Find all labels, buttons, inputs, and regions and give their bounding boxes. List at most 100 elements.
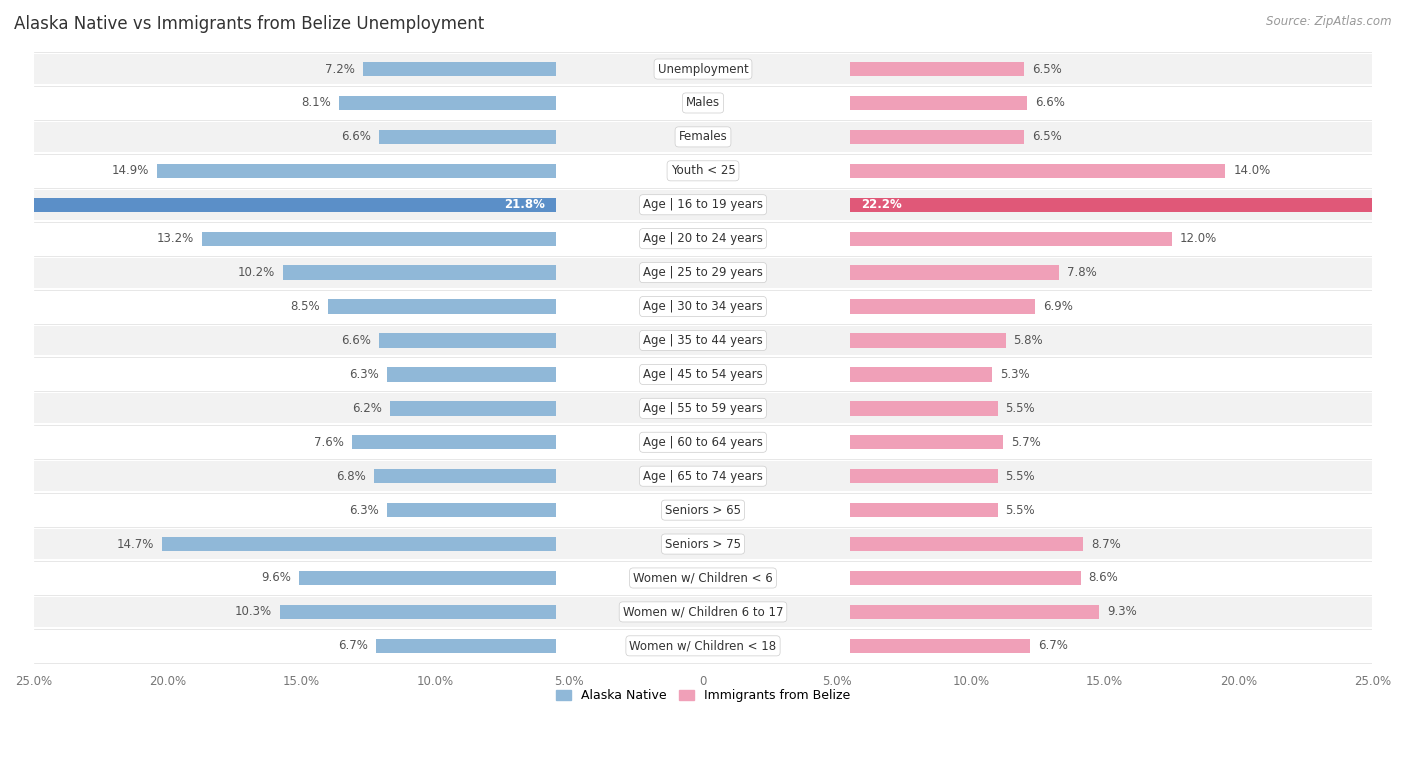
Bar [280, 605, 555, 619]
Bar [374, 469, 555, 484]
Text: 13.2%: 13.2% [157, 232, 194, 245]
Bar [851, 299, 1035, 313]
Bar [34, 529, 1372, 559]
Text: 6.6%: 6.6% [342, 130, 371, 143]
Text: Age | 65 to 74 years: Age | 65 to 74 years [643, 469, 763, 483]
Bar [283, 266, 555, 280]
Text: Age | 25 to 29 years: Age | 25 to 29 years [643, 266, 763, 279]
Bar [162, 537, 555, 551]
Text: 6.9%: 6.9% [1043, 300, 1073, 313]
Bar [34, 461, 1372, 491]
Bar [34, 224, 1372, 254]
Bar [353, 435, 555, 450]
Text: 6.2%: 6.2% [352, 402, 381, 415]
Text: 8.6%: 8.6% [1088, 572, 1118, 584]
Text: Seniors > 65: Seniors > 65 [665, 503, 741, 516]
Bar [34, 597, 1372, 627]
Text: 5.8%: 5.8% [1014, 334, 1043, 347]
Bar [851, 469, 997, 484]
Text: Source: ZipAtlas.com: Source: ZipAtlas.com [1267, 15, 1392, 28]
Bar [851, 435, 1002, 450]
Text: 8.1%: 8.1% [301, 96, 330, 110]
Text: Age | 35 to 44 years: Age | 35 to 44 years [643, 334, 763, 347]
Text: Age | 30 to 34 years: Age | 30 to 34 years [643, 300, 763, 313]
Bar [34, 495, 1372, 525]
Text: 5.3%: 5.3% [1000, 368, 1029, 381]
Bar [34, 326, 1372, 355]
Bar [851, 571, 1081, 585]
Bar [380, 129, 555, 144]
Text: Age | 45 to 54 years: Age | 45 to 54 years [643, 368, 763, 381]
Bar [389, 401, 555, 416]
Bar [851, 96, 1026, 110]
Bar [34, 360, 1372, 389]
Text: 6.3%: 6.3% [349, 503, 380, 516]
Text: Women w/ Children < 18: Women w/ Children < 18 [630, 640, 776, 653]
Bar [851, 129, 1025, 144]
Bar [34, 394, 1372, 423]
Text: 6.8%: 6.8% [336, 469, 366, 483]
Bar [851, 164, 1225, 178]
Text: Women w/ Children 6 to 17: Women w/ Children 6 to 17 [623, 606, 783, 618]
Bar [380, 333, 555, 347]
Text: 5.5%: 5.5% [1005, 503, 1035, 516]
Text: Women w/ Children < 6: Women w/ Children < 6 [633, 572, 773, 584]
Text: Youth < 25: Youth < 25 [671, 164, 735, 177]
Bar [851, 503, 997, 517]
Bar [34, 156, 1372, 185]
Text: Males: Males [686, 96, 720, 110]
Bar [851, 62, 1025, 76]
Text: Females: Females [679, 130, 727, 143]
Text: Seniors > 75: Seniors > 75 [665, 537, 741, 550]
Text: 9.6%: 9.6% [260, 572, 291, 584]
Bar [34, 190, 1372, 220]
Text: 22.2%: 22.2% [860, 198, 901, 211]
Text: Unemployment: Unemployment [658, 63, 748, 76]
Bar [851, 639, 1029, 653]
Text: 6.5%: 6.5% [1032, 130, 1062, 143]
Text: Alaska Native vs Immigrants from Belize Unemployment: Alaska Native vs Immigrants from Belize … [14, 15, 484, 33]
Text: 9.3%: 9.3% [1108, 606, 1137, 618]
Text: 14.0%: 14.0% [1233, 164, 1271, 177]
Text: 8.7%: 8.7% [1091, 537, 1121, 550]
Text: 14.9%: 14.9% [111, 164, 149, 177]
Bar [851, 198, 1406, 212]
Bar [328, 299, 555, 313]
Text: Age | 55 to 59 years: Age | 55 to 59 years [643, 402, 763, 415]
Text: 5.7%: 5.7% [1011, 436, 1040, 449]
Bar [363, 62, 555, 76]
Bar [339, 96, 555, 110]
Text: 5.5%: 5.5% [1005, 469, 1035, 483]
Bar [0, 198, 555, 212]
Text: 6.6%: 6.6% [1035, 96, 1064, 110]
Bar [202, 232, 555, 246]
Text: 6.7%: 6.7% [1038, 640, 1067, 653]
Bar [387, 503, 555, 517]
Text: 6.7%: 6.7% [339, 640, 368, 653]
Bar [34, 122, 1372, 152]
Text: Age | 16 to 19 years: Age | 16 to 19 years [643, 198, 763, 211]
Text: 7.6%: 7.6% [315, 436, 344, 449]
Bar [851, 333, 1005, 347]
Text: 6.3%: 6.3% [349, 368, 380, 381]
Bar [34, 631, 1372, 661]
Bar [851, 266, 1059, 280]
Text: 7.8%: 7.8% [1067, 266, 1097, 279]
Bar [34, 54, 1372, 84]
Bar [156, 164, 555, 178]
Text: 5.5%: 5.5% [1005, 402, 1035, 415]
Bar [34, 291, 1372, 322]
Bar [387, 367, 555, 382]
Bar [34, 257, 1372, 288]
Text: 6.5%: 6.5% [1032, 63, 1062, 76]
Text: Age | 60 to 64 years: Age | 60 to 64 years [643, 436, 763, 449]
Text: 10.2%: 10.2% [238, 266, 274, 279]
Bar [34, 428, 1372, 457]
Bar [851, 367, 993, 382]
Text: 8.5%: 8.5% [291, 300, 321, 313]
Text: 6.6%: 6.6% [342, 334, 371, 347]
Text: 12.0%: 12.0% [1180, 232, 1216, 245]
Text: 21.8%: 21.8% [505, 198, 546, 211]
Bar [34, 563, 1372, 593]
Legend: Alaska Native, Immigrants from Belize: Alaska Native, Immigrants from Belize [551, 684, 855, 707]
